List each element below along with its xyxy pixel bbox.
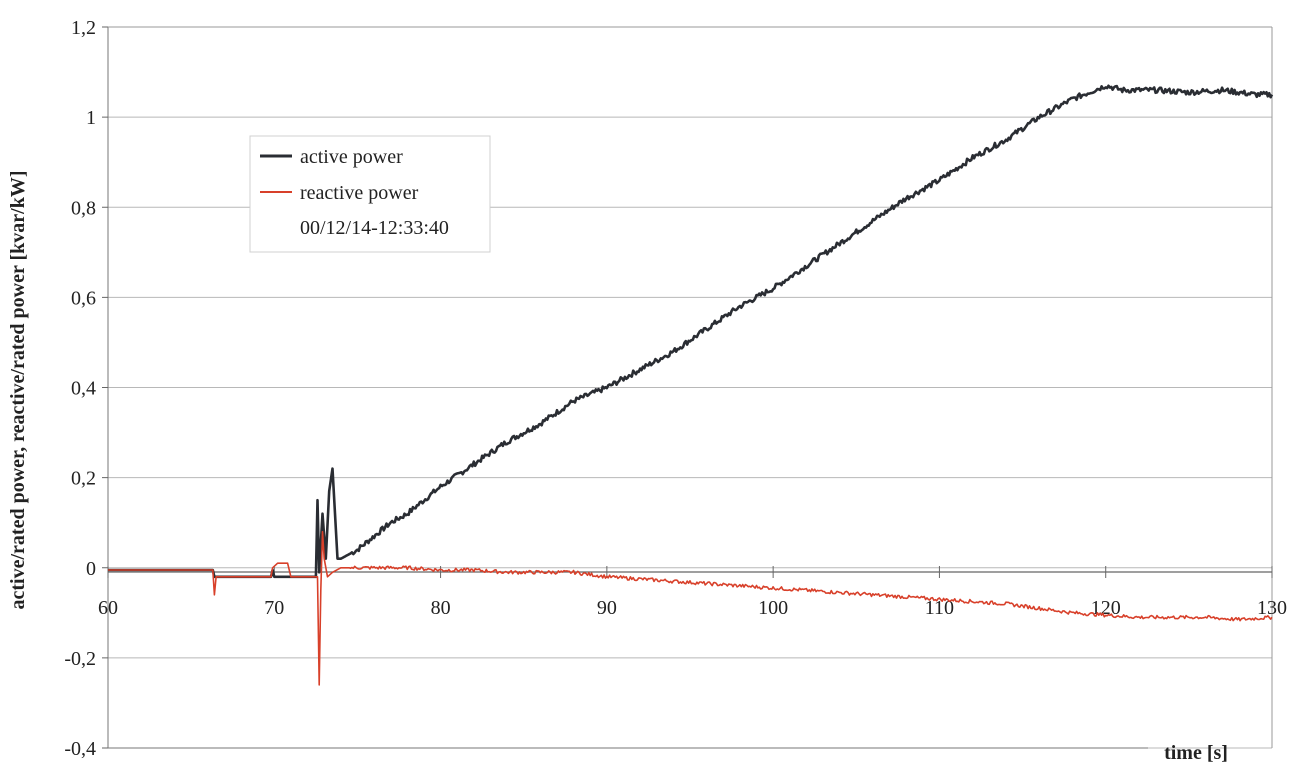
x-tick-label-2: 80 <box>431 597 451 619</box>
y-tick-label-6: 0,8 <box>71 197 96 219</box>
y-tick-label-5: 0,6 <box>71 287 96 309</box>
y-tick-label-1: -0,2 <box>64 648 96 670</box>
tick-labels: -0,4 -0,2 0 0,2 0,4 0,6 0,8 1 1,2 60 70 80 90 100 110 1… <box>64 17 1287 760</box>
legend-label-active-power: active power <box>300 146 403 168</box>
axes <box>102 26 1273 749</box>
legend: active power reactive power 00/12/14-12:… <box>249 135 491 253</box>
y-tick-label-4: 0,4 <box>71 378 96 400</box>
y-tick-label-2: 0 <box>86 558 96 580</box>
series-lines <box>108 84 1274 686</box>
x-tick-label-4: 100 <box>758 597 788 619</box>
y-tick-label-8: 1,2 <box>71 17 96 39</box>
y-tick-label-0: -0,4 <box>64 738 96 760</box>
x-tick-label-3: 90 <box>597 597 617 619</box>
x-axis-label: time [s] <box>1164 742 1228 764</box>
x-tick-label-1: 70 <box>264 597 284 619</box>
legend-label-reactive-power: reactive power <box>300 182 419 204</box>
series-line-reactive-power <box>108 530 1273 686</box>
legend-note-timestamp: 00/12/14-12:33:40 <box>300 217 449 239</box>
y-tick-label-3: 0,2 <box>71 468 96 490</box>
x-tick-label-5: 110 <box>925 597 954 619</box>
x-tick-label-7: 130 <box>1257 597 1287 619</box>
y-axis-label: active/rated power, reactive/rated power… <box>7 171 29 610</box>
y-tick-label-7: 1 <box>86 107 96 129</box>
x-tick-label-0: 60 <box>98 597 118 619</box>
